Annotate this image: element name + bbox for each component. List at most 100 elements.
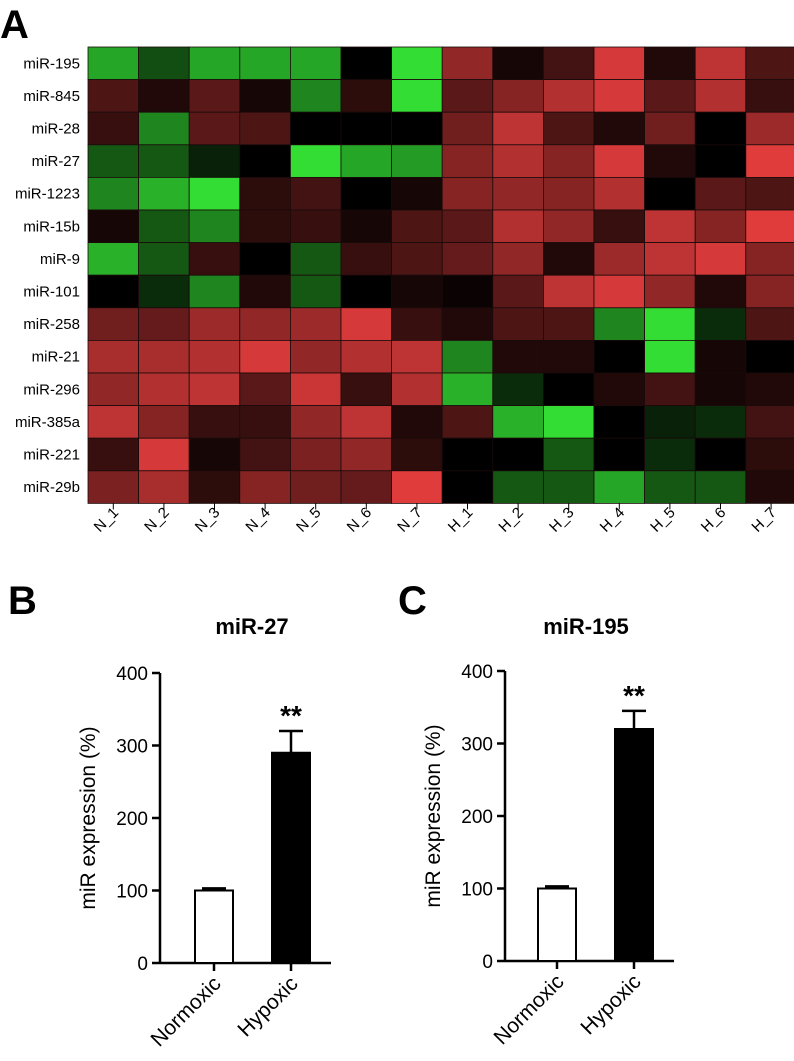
heatmap-cell <box>441 437 494 472</box>
heatmap-cell <box>87 144 139 178</box>
heatmap-cell <box>188 176 241 211</box>
bar-panel-b: B miR-27 0 100 200 300 400 miR expression (%)… <box>8 579 331 1051</box>
heatmap-cell <box>87 405 139 439</box>
bar-hypoxic <box>614 728 654 962</box>
heatmap-cell <box>745 209 794 243</box>
heatmap-cell <box>340 79 392 113</box>
y-tick-label: 100 <box>461 880 493 901</box>
heatmap-cell <box>340 176 392 211</box>
heatmap-cell <box>492 470 544 504</box>
heatmap-cell <box>239 111 291 146</box>
bar-panel-c: C miR-195 0 100 200 300 400 miR expression (%… <box>398 579 674 1049</box>
heatmap-column-label: H_4 <box>597 504 628 535</box>
heatmap-cell <box>138 46 190 80</box>
heatmap-cell <box>340 111 392 146</box>
heatmap-cell <box>391 176 443 211</box>
heatmap-cell <box>543 79 595 113</box>
heatmap-cell <box>543 372 595 406</box>
heatmap-cell <box>239 79 291 113</box>
heatmap-cell <box>340 209 392 243</box>
y-tick-label: 100 <box>116 882 148 903</box>
heatmap-cell <box>138 372 190 406</box>
heatmap-cell <box>492 209 544 243</box>
heatmap-cell <box>441 405 494 439</box>
heatmap-cell <box>239 176 291 211</box>
heatmap-cell <box>87 470 139 504</box>
heatmap-cell <box>289 111 342 146</box>
heatmap-cell <box>391 209 443 243</box>
heatmap-cell <box>745 274 794 309</box>
heatmap-cell <box>593 242 645 276</box>
heatmap-cell <box>543 46 595 80</box>
heatmap-cell <box>441 274 494 309</box>
y-tick-label: 200 <box>116 809 148 830</box>
heatmap-cell <box>492 242 544 276</box>
heatmap-cell <box>138 437 190 472</box>
heatmap-cell <box>188 242 241 276</box>
heatmap-column-labels: N_1 N_2 N_3 N_4 N_5 N_6 N_7 H_1 H_2 H_3 H_4 H_5 H_6 H… <box>91 503 780 536</box>
heatmap-cell <box>188 405 241 439</box>
heatmap-cell <box>492 405 544 439</box>
heatmap-row-label: miR-27 <box>32 153 80 170</box>
heatmap-cell <box>593 144 645 178</box>
heatmap-cell <box>593 339 645 374</box>
heatmap-cell <box>188 144 241 178</box>
heatmap-cell <box>492 274 544 309</box>
heatmap-cell <box>87 111 139 146</box>
heatmap-cell <box>441 46 494 80</box>
heatmap-cell <box>745 372 794 406</box>
heatmap-cell <box>543 437 595 472</box>
heatmap-cell <box>391 307 443 341</box>
heatmap-cell <box>239 437 291 472</box>
heatmap-cell <box>391 242 443 276</box>
heatmap-cell <box>694 111 747 146</box>
heatmap-cell <box>745 470 794 504</box>
heatmap-cell <box>745 307 794 341</box>
heatmap-cell <box>340 274 392 309</box>
heatmap-column-label: N_5 <box>293 504 324 535</box>
heatmap-cell <box>239 46 291 80</box>
heatmap-row-label: miR-845 <box>23 88 80 105</box>
heatmap-row-label: miR-15b <box>23 218 80 235</box>
heatmap-cell <box>694 405 747 439</box>
heatmap-column-label: H_7 <box>748 504 779 535</box>
heatmap-cell <box>391 144 443 178</box>
heatmap-cell <box>188 274 241 309</box>
heatmap-cell <box>644 79 696 113</box>
heatmap-cell <box>543 470 595 504</box>
heatmap-cell <box>289 242 342 276</box>
heatmap-cell <box>87 242 139 276</box>
heatmap-cell <box>239 242 291 276</box>
heatmap-cell <box>391 372 443 406</box>
y-tick-label: 0 <box>482 952 493 973</box>
y-tick-label: 0 <box>137 954 148 975</box>
heatmap-row-label: miR-28 <box>32 121 80 138</box>
heatmap-cell <box>138 274 190 309</box>
category-label: Normoxic <box>147 972 226 1051</box>
heatmap-cell <box>593 111 645 146</box>
heatmap-cell <box>340 437 392 472</box>
heatmap-cell <box>492 339 544 374</box>
heatmap-cell <box>694 176 747 211</box>
heatmap-panel: A miR-195miR-845miR-28miR-27miR-1223miR-… <box>0 3 794 536</box>
heatmap-cell <box>593 46 645 80</box>
heatmap-cell <box>188 46 241 80</box>
heatmap-cell <box>138 111 190 146</box>
heatmap-row-label: miR-9 <box>40 251 80 268</box>
heatmap-cell <box>138 339 190 374</box>
heatmap-cell <box>391 46 443 80</box>
heatmap-cell <box>188 470 241 504</box>
heatmap-column-label: N_3 <box>192 504 223 535</box>
heatmap-cell <box>87 46 139 80</box>
heatmap-cell <box>289 405 342 439</box>
heatmap-row-label: miR-29b <box>23 479 80 496</box>
heatmap-cell <box>289 176 342 211</box>
heatmap-cell <box>239 372 291 406</box>
chart-title-b: miR-27 <box>215 614 288 639</box>
heatmap-cell <box>441 372 494 406</box>
heatmap-cell <box>492 176 544 211</box>
heatmap-column-label: N_4 <box>242 504 273 535</box>
heatmap-column-label: H_3 <box>546 504 577 535</box>
heatmap-cell <box>239 470 291 504</box>
heatmap-cell <box>644 111 696 146</box>
